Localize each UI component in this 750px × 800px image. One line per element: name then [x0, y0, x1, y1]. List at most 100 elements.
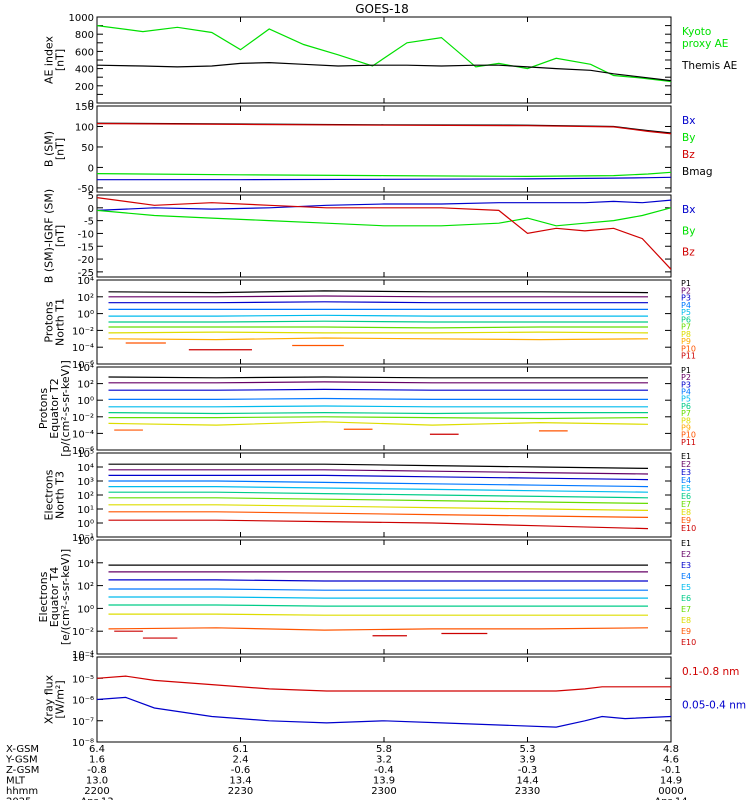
legend-entry: Bz	[682, 247, 695, 259]
series-line-themis-ae	[97, 61, 671, 82]
legend-entry-e10: E10	[681, 524, 696, 533]
series-line-e4	[108, 480, 649, 488]
series-line-e8	[108, 627, 649, 631]
series-line-e2	[108, 469, 649, 475]
footer-row-label: 2025	[6, 797, 31, 800]
legend-entry: Themis AE	[681, 60, 737, 72]
footer-cell: 14.4	[516, 776, 538, 787]
footer-cell: 5.3	[520, 744, 536, 755]
legend-entry-e2: E2	[681, 460, 691, 469]
legend-entry: By	[682, 225, 695, 237]
legend-entry-p2: P2	[681, 373, 691, 382]
y-axis-title: [e/(cm²-s-sr-keV)]	[59, 549, 72, 645]
legend-entry-p4: P4	[681, 388, 691, 397]
panel-bsm: -50 0 50 100 150 B (SM)[nT] Bx By Bz Bmag	[43, 102, 713, 195]
series-line-e7	[108, 613, 648, 616]
footer-row-label: hhmm	[6, 786, 38, 797]
legend-entry-p11: P11	[681, 352, 696, 361]
y-tick-label: 10²	[77, 293, 94, 304]
footer-cell: 13.4	[229, 776, 251, 787]
y-axis-title: Protons	[37, 388, 50, 429]
footer-cell: 3.9	[520, 755, 536, 766]
y-axis-title: Protons	[43, 301, 56, 342]
legend-entry-e4: E4	[681, 476, 691, 485]
panel-frame	[96, 366, 672, 451]
footer-cell: 2.4	[233, 755, 249, 766]
y-tick-label: 10⁻⁵	[72, 674, 94, 685]
legend-entry-e5: E5	[681, 484, 691, 493]
footer-row-label: Y-GSM	[5, 755, 38, 766]
series-line-p6	[108, 320, 648, 323]
legend-entry-p9: P9	[681, 423, 691, 432]
y-tick-label: 10⁵	[77, 449, 94, 460]
series-line-p5	[108, 405, 648, 408]
footer-cell: 14.9	[660, 776, 682, 787]
series-line-p8	[108, 421, 649, 426]
footer-row-label: Z-GSM	[6, 765, 39, 776]
footer-cell: 13.0	[86, 776, 108, 787]
footer-cell: -0.1	[661, 765, 681, 776]
series-line-e8	[108, 504, 649, 511]
y-axis-title: Equator T2	[48, 378, 61, 438]
series-line-p7	[108, 416, 649, 420]
y-tick-label: 10⁴	[77, 463, 94, 474]
series-group	[108, 376, 649, 435]
y-tick-label: 10⁰	[77, 519, 94, 530]
legend-entry: By	[682, 132, 695, 144]
y-tick-label: 10⁴	[77, 559, 94, 570]
legend-entry-p6: P6	[681, 315, 691, 324]
series-line-e5	[108, 596, 648, 599]
footer-cell: 3.2	[376, 755, 392, 766]
series-line-bz	[97, 123, 671, 135]
legend-entry-p7: P7	[681, 409, 691, 418]
series-group	[108, 290, 649, 351]
y-tick-label: 100	[75, 122, 94, 133]
y-tick-label: 10⁻⁴	[72, 650, 94, 661]
legend-entry-p9: P9	[681, 337, 691, 346]
legend-entry-p8: P8	[681, 330, 691, 339]
y-tick-label: 10⁻⁶	[72, 446, 94, 457]
series-line-p2	[108, 295, 648, 298]
series-line-bx	[97, 176, 671, 181]
series-line-e3	[108, 579, 648, 582]
series-line-0-05-0-4-nm	[97, 696, 671, 728]
y-axis-title: Equator T4	[48, 567, 61, 627]
panel-frame	[96, 656, 672, 743]
y-axis-title: [p/(cm²-s-sr-keV)]	[59, 360, 72, 457]
series-line-e9	[108, 511, 649, 518]
footer-cell: 2330	[515, 786, 540, 797]
footer-cell: Apr 13	[80, 797, 113, 800]
legend-entry-p3: P3	[681, 294, 691, 303]
series-group	[97, 122, 671, 181]
y-tick-label: 10²	[77, 491, 94, 502]
y-tick-label: 10⁻²	[72, 326, 94, 337]
series-line-e6	[108, 604, 648, 607]
y-axis-title: Electrons	[37, 571, 50, 622]
footer-cell: 6.4	[89, 744, 105, 755]
legend-entry-e1: E1	[681, 539, 691, 548]
legend-entry: 0.05-0.4 nm	[682, 700, 746, 712]
legend-entry-p6: P6	[681, 402, 691, 411]
y-tick-label: 0	[88, 99, 94, 110]
series-line-e4	[108, 588, 648, 591]
footer-row-label: MLT	[6, 776, 26, 787]
y-axis-title: [nT]	[54, 49, 67, 71]
y-tick-label: 10⁻⁴	[72, 653, 94, 664]
series-line-e5	[108, 486, 649, 493]
y-tick-label: 10⁻⁴	[72, 343, 94, 354]
footer-cell: 2200	[84, 786, 109, 797]
legend-entry-p7: P7	[681, 323, 691, 332]
y-axis-title: North T1	[54, 298, 67, 346]
legend-entry-e8: E8	[681, 508, 691, 517]
legend-entry-p5: P5	[681, 395, 691, 404]
series-line-bx	[97, 199, 671, 211]
y-axis-title: B (SM)	[43, 131, 56, 167]
y-tick-label: -50	[78, 184, 94, 195]
footer-ephemeris: X-GSM 6.4 6.1 5.8 5.3 4.8 Y-GSM 1.6 2.4 3.2 3.9 4.6…	[5, 744, 688, 800]
legend-entry-e8: E8	[681, 616, 691, 625]
